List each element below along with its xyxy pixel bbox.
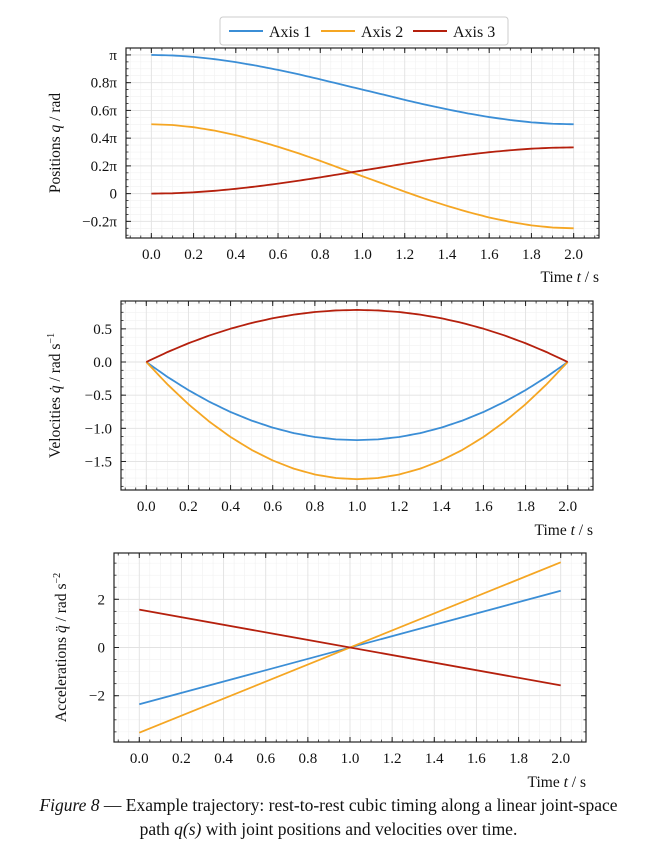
x-tick-label: 0.8: [305, 499, 324, 515]
plot-frame: [113, 552, 587, 743]
x-tick-label: 1.4: [425, 751, 444, 767]
legend-label-axis-3: Axis 3: [453, 24, 495, 41]
figure-label: Figure 8: [39, 795, 100, 815]
x-tick-label: 2.0: [558, 499, 577, 515]
x-tick-label: 0.4: [221, 499, 240, 515]
y-tick-label: π: [109, 48, 117, 64]
x-tick-label: 1.2: [395, 247, 414, 263]
x-tick-label: 1.8: [516, 499, 535, 515]
y-axis-label: Accelerations q̈ / rad s−2: [52, 573, 70, 722]
y-tick-label: 0.0: [93, 355, 112, 371]
legend-label-axis-2: Axis 2: [361, 24, 403, 41]
legend-frame: [219, 16, 509, 46]
x-axis-label: Time t / s: [535, 522, 593, 539]
caption-math: q(s): [174, 819, 202, 839]
x-tick-label: 1.2: [383, 751, 402, 767]
y-tick-label: −1.0: [85, 421, 112, 437]
positions-plot: 0.0 0.2 0.4 0.6 0.8 1.0 1.2 1.4 1.6 1.8 2.0 −0.2π 0 0…: [47, 47, 600, 286]
x-tick-label: 1.0: [353, 247, 372, 263]
x-tick-label: 0.6: [269, 247, 288, 263]
plot-frame: [120, 300, 594, 491]
caption-text-2-pre: path: [139, 819, 175, 839]
series-line-axis-3: [139, 608, 561, 687]
y-tick-label: −0.2π: [82, 214, 117, 230]
x-tick-label: 0.8: [311, 247, 330, 263]
x-axis-label: Time t / s: [528, 774, 586, 790]
x-tick-label: 1.0: [348, 499, 367, 515]
y-tick-label: 0: [110, 187, 118, 203]
x-tick-label: 1.8: [509, 751, 528, 767]
velocities-plot: 0.0 0.2 0.4 0.6 0.8 1.0 1.2 1.4 1.6 1.8 2.0 −1.5 −1.…: [46, 300, 594, 539]
y-tick-label: 0.8π: [91, 76, 118, 92]
x-tick-label: 0.4: [214, 751, 233, 767]
y-axis-label: Positions q / rad: [47, 93, 64, 194]
x-tick-label: 1.4: [438, 247, 457, 263]
caption-line-1: Figure 8 — Example trajectory: rest-to-r…: [0, 793, 657, 817]
caption-line-2: path q(s) with joint positions and veloc…: [0, 817, 657, 841]
y-axis-label: Velocities q̇ / rad s−1: [46, 333, 64, 458]
figure: Axis 1 Axis 2 Axis 3 0.0 0.2 0.4 0.6 0.8 1.0 1…: [46, 16, 600, 790]
x-tick-label: 1.8: [522, 247, 541, 263]
x-tick-label: 0.2: [179, 499, 198, 515]
y-tick-label: 0.4π: [91, 131, 118, 147]
series-line-axis-3: [151, 146, 574, 195]
x-tick-label: 0.4: [226, 247, 245, 263]
y-tick-label: 0.6π: [91, 103, 118, 119]
accelerations-plot: 0.0 0.2 0.4 0.6 0.8 1.0 1.2 1.4 1.6 1.8 2.0 −2 0 2 Tim…: [52, 552, 587, 790]
x-tick-label: 1.4: [432, 499, 451, 515]
caption-text-1: — Example trajectory: rest-to-rest cubic…: [99, 795, 618, 815]
series-line-axis-2: [145, 361, 569, 481]
legend: Axis 1 Axis 2 Axis 3: [219, 16, 509, 46]
series-line-axis-1: [145, 361, 569, 442]
series-line-axis-1: [151, 54, 574, 126]
x-tick-label: 0.0: [130, 751, 149, 767]
plot-frame: [125, 47, 600, 239]
x-axis-label: Time t / s: [541, 269, 599, 286]
x-tick-label: 1.6: [480, 247, 499, 263]
x-tick-label: 1.2: [390, 499, 409, 515]
x-tick-label: 0.2: [184, 247, 203, 263]
x-tick-label: 0.6: [256, 751, 275, 767]
y-tick-label: 0: [98, 641, 106, 657]
series-line-axis-3: [145, 309, 569, 363]
y-tick-label: 0.5: [93, 322, 112, 338]
series-line-axis-2: [151, 123, 574, 230]
y-tick-label: −1.5: [85, 454, 112, 470]
y-tick-label: 2: [98, 592, 106, 608]
y-tick-label: −2: [89, 689, 105, 705]
caption-text-2-post: with joint positions and velocities over…: [201, 819, 518, 839]
y-tick-label: −0.5: [85, 388, 112, 404]
x-tick-label: 1.6: [467, 751, 486, 767]
x-tick-label: 0.2: [172, 751, 191, 767]
y-tick-label: 0.2π: [91, 159, 118, 175]
x-tick-label: 2.0: [564, 247, 583, 263]
x-tick-label: 1.6: [474, 499, 493, 515]
x-tick-label: 1.0: [341, 751, 360, 767]
legend-label-axis-1: Axis 1: [269, 24, 311, 41]
x-tick-label: 2.0: [551, 751, 570, 767]
x-tick-label: 0.8: [298, 751, 317, 767]
x-tick-label: 0.0: [137, 499, 156, 515]
x-tick-label: 0.0: [142, 247, 161, 263]
x-tick-label: 0.6: [263, 499, 282, 515]
figure-caption: Figure 8 — Example trajectory: rest-to-r…: [0, 793, 657, 841]
